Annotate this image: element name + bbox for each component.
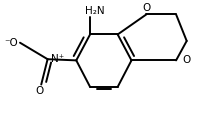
Text: H₂N: H₂N xyxy=(84,6,104,16)
Text: O: O xyxy=(183,55,191,65)
Text: ⁻O: ⁻O xyxy=(4,38,18,48)
Text: O: O xyxy=(142,3,150,13)
Text: N⁺: N⁺ xyxy=(51,54,64,64)
Text: O: O xyxy=(35,86,43,96)
